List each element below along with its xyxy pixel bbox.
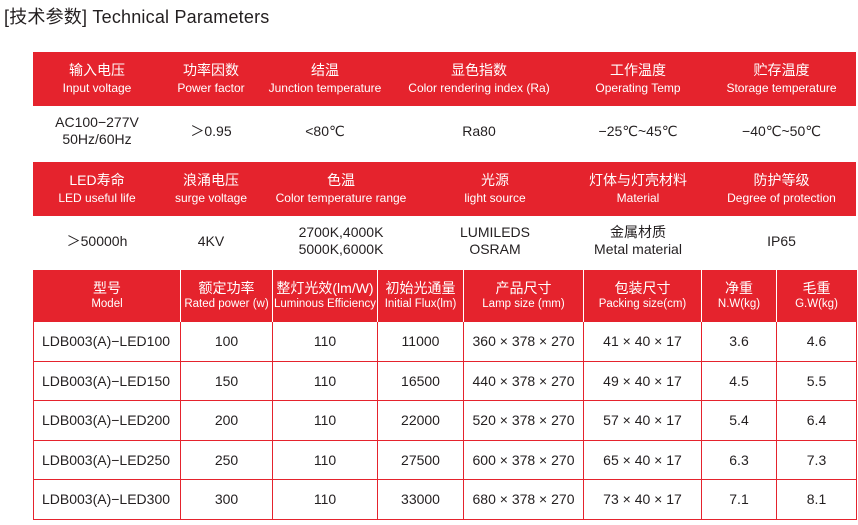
page-title: [技术参数] Technical Parameters <box>4 7 270 27</box>
models-table-header: 型号 Model 额定功率 Rated power (w) 整灯光效(lm/W) Lu… <box>33 270 857 322</box>
cell-model: LDB003(A)−LED150 <box>33 361 181 401</box>
cell-packing-size: 49 × 40 × 17 <box>584 361 702 401</box>
header-surge-voltage: 浪涌电压 surge voltage <box>174 172 248 205</box>
header-color-rendering-index: 显色指数 Color rendering index (Ra) <box>408 62 550 95</box>
cell-luminous-efficiency: 110 <box>273 480 378 520</box>
cell-luminous-efficiency: 110 <box>273 361 378 401</box>
header-storage-temperature: 贮存温度 Storage temperature <box>726 62 837 95</box>
cell-initial-flux: 22000 <box>378 401 464 441</box>
cell-model: LDB003(A)−LED200 <box>33 401 181 441</box>
cell-lamp-size: 680 × 378 × 270 <box>464 480 584 520</box>
col-gross-weight: 毛重 G.W(kg) <box>777 270 857 322</box>
value-junction-temperature: <80℃ <box>305 122 345 139</box>
cell-luminous-efficiency: 110 <box>273 401 378 441</box>
cell-initial-flux: 11000 <box>378 322 464 362</box>
cell-rated-power: 100 <box>181 322 273 362</box>
cell-initial-flux: 33000 <box>378 480 464 520</box>
cell-gross-weight: 4.6 <box>777 322 857 362</box>
cell-net-weight: 7.1 <box>702 480 777 520</box>
cell-net-weight: 5.4 <box>702 401 777 441</box>
cell-lamp-size: 600 × 378 × 270 <box>464 440 584 480</box>
cell-gross-weight: 8.1 <box>777 480 857 520</box>
table-row: LDB003(A)−LED250 250 110 27500 600 × 378… <box>33 440 857 480</box>
header-color-temperature: 色温 Color temperature range <box>275 172 407 205</box>
cell-model: LDB003(A)−LED300 <box>33 480 181 520</box>
cell-net-weight: 6.3 <box>702 440 777 480</box>
header-junction-temperature: 结温 Junction temperature <box>268 62 382 95</box>
models-table: 型号 Model 额定功率 Rated power (w) 整灯光效(lm/W) Lu… <box>33 270 857 520</box>
cell-rated-power: 250 <box>181 440 273 480</box>
value-color-rendering-index: Ra80 <box>462 122 496 139</box>
col-initial-flux: 初始光通量 Initial Flux(lm) <box>378 270 464 322</box>
col-net-weight: 净重 N.W(kg) <box>702 270 777 322</box>
params-block-bottom: LED寿命 LED useful life 浪涌电压 surge voltage 色… <box>33 162 856 266</box>
value-led-useful-life: ＞50000h <box>66 232 128 249</box>
cell-lamp-size: 520 × 378 × 270 <box>464 401 584 441</box>
value-storage-temperature: −40℃~50℃ <box>742 122 821 139</box>
col-packing-size: 包装尺寸 Packing size(cm) <box>584 270 702 322</box>
cell-model: LDB003(A)−LED250 <box>33 440 181 480</box>
value-operating-temp: −25℃~45℃ <box>598 122 678 139</box>
params-header-top: 输入电压 Input voltage 功率因数 Power factor 结温 Jun… <box>33 52 856 106</box>
value-input-voltage: AC100−277V 50Hz/60Hz <box>55 114 139 147</box>
col-lamp-size: 产品尺寸 Lamp size (mm) <box>464 270 584 322</box>
cell-rated-power: 300 <box>181 480 273 520</box>
table-row: LDB003(A)−LED100 100 110 11000 360 × 378… <box>33 322 857 362</box>
table-row: LDB003(A)−LED200 200 110 22000 520 × 378… <box>33 401 857 441</box>
params-values-top: AC100−277V 50Hz/60Hz ＞0.95 <80℃ Ra80 −25℃… <box>33 106 856 156</box>
header-degree-of-protection: 防护等级 Degree of protection <box>727 172 836 205</box>
cell-packing-size: 41 × 40 × 17 <box>584 322 702 362</box>
cell-initial-flux: 27500 <box>378 440 464 480</box>
value-power-factor: ＞0.95 <box>190 122 232 139</box>
cell-luminous-efficiency: 110 <box>273 440 378 480</box>
cell-luminous-efficiency: 110 <box>273 322 378 362</box>
value-material: 金属材质 Metal material <box>594 224 682 257</box>
value-light-source: LUMILEDS OSRAM <box>459 224 531 257</box>
cell-packing-size: 73 × 40 × 17 <box>584 480 702 520</box>
cell-lamp-size: 360 × 378 × 270 <box>464 322 584 362</box>
cell-gross-weight: 5.5 <box>777 361 857 401</box>
header-power-factor: 功率因数 Power factor <box>177 62 245 95</box>
header-input-voltage: 输入电压 Input voltage <box>62 62 132 95</box>
value-surge-voltage: 4KV <box>197 232 225 249</box>
cell-rated-power: 200 <box>181 401 273 441</box>
table-row: LDB003(A)−LED300 300 110 33000 680 × 378… <box>33 480 857 520</box>
table-row: LDB003(A)−LED150 150 110 16500 440 × 378… <box>33 361 857 401</box>
value-color-temperature: 2700K,4000K 5000K,6000K <box>298 224 384 257</box>
value-degree-of-protection: IP65 <box>767 232 796 249</box>
col-luminous-efficiency: 整灯光效(lm/W) Luminous Efficiency <box>273 270 378 322</box>
cell-gross-weight: 6.4 <box>777 401 857 441</box>
header-operating-temp: 工作温度 Operating Temp <box>595 62 681 95</box>
cell-net-weight: 3.6 <box>702 322 777 362</box>
cell-packing-size: 57 × 40 × 17 <box>584 401 702 441</box>
header-light-source: 光源 light source <box>464 172 526 205</box>
col-model: 型号 Model <box>33 270 181 322</box>
cell-lamp-size: 440 × 378 × 270 <box>464 361 584 401</box>
cell-packing-size: 65 × 40 × 17 <box>584 440 702 480</box>
col-rated-power: 额定功率 Rated power (w) <box>181 270 273 322</box>
header-material: 灯体与灯壳材料 Material <box>589 172 687 205</box>
cell-rated-power: 150 <box>181 361 273 401</box>
cell-net-weight: 4.5 <box>702 361 777 401</box>
cell-initial-flux: 16500 <box>378 361 464 401</box>
header-led-useful-life: LED寿命 LED useful life <box>58 172 136 205</box>
params-block-top: 输入电压 Input voltage 功率因数 Power factor 结温 Jun… <box>33 52 856 156</box>
cell-gross-weight: 7.3 <box>777 440 857 480</box>
params-header-bottom: LED寿命 LED useful life 浪涌电压 surge voltage 色… <box>33 162 856 216</box>
cell-model: LDB003(A)−LED100 <box>33 322 181 362</box>
params-values-bottom: ＞50000h 4KV 2700K,4000K 5000K,6000K LUMIL… <box>33 216 856 266</box>
